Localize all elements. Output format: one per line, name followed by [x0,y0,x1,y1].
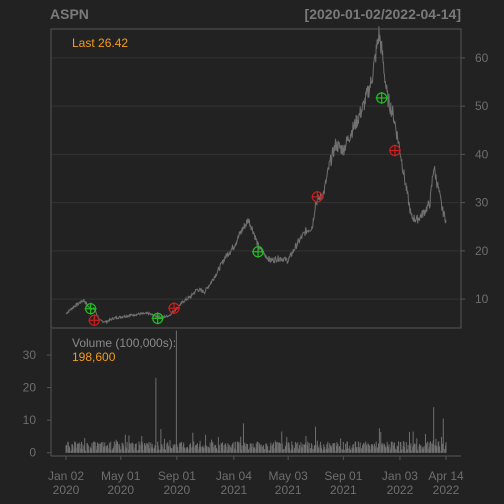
date-tick-year: 2022 [433,483,460,497]
sell-signal-marker [168,302,181,315]
buy-signal-marker [151,312,164,325]
volume-tick-label: 0 [29,446,36,460]
price-gridlines [51,57,461,300]
price-tick-label: 60 [475,51,489,65]
price-tick-label: 10 [475,292,489,306]
date-tick-label: Jan 02 [48,469,84,483]
date-tick-year: 2020 [107,483,134,497]
date-tick-year: 2021 [221,483,248,497]
price-tick-label: 20 [475,244,489,258]
date-tick-year: 2022 [387,483,414,497]
date-tick-year: 2021 [275,483,302,497]
buy-signal-marker [84,302,97,315]
date-range-title: [2020-01-02/2022-04-14] [305,6,461,22]
date-tick-label: May 03 [268,469,308,483]
date-tick-label: May 01 [101,469,141,483]
last-price-label: Last 26.42 [72,36,128,50]
price-tick-label: 50 [475,99,489,113]
date-tick-label: Jan 04 [216,469,252,483]
sell-signal-markers [88,144,401,327]
price-panel-frame [50,28,462,329]
buy-signal-marker [375,91,388,104]
price-tick-label: 40 [475,147,489,161]
date-tick-label: Apr 14 [428,469,464,483]
sell-signal-marker [388,144,401,157]
price-series-line [65,26,447,325]
date-tick-year: 2020 [164,483,191,497]
sell-signal-marker [88,314,101,327]
date-tick-label: Sep 01 [324,469,362,483]
buy-signal-markers [84,91,388,325]
buy-signal-marker [252,245,265,258]
symbol-title: ASPN [50,6,89,22]
volume-axis-ticks: 0 10 20 30 [23,348,51,460]
price-axis-ticks: 10 20 30 40 50 60 [461,51,489,306]
date-tick-year: 2020 [53,483,80,497]
date-tick-label: Jan 03 [382,469,418,483]
volume-bars [65,330,447,453]
date-tick-label: Sep 01 [158,469,196,483]
date-tick-year: 2021 [330,483,357,497]
price-tick-label: 30 [475,196,489,210]
volume-tick-label: 10 [23,413,37,427]
sell-signal-marker [311,190,324,203]
volume-tick-label: 30 [23,348,37,362]
volume-tick-label: 20 [23,381,37,395]
volume-last-value: 198,600 [72,350,116,364]
volume-label: Volume (100,000s): [72,336,176,350]
